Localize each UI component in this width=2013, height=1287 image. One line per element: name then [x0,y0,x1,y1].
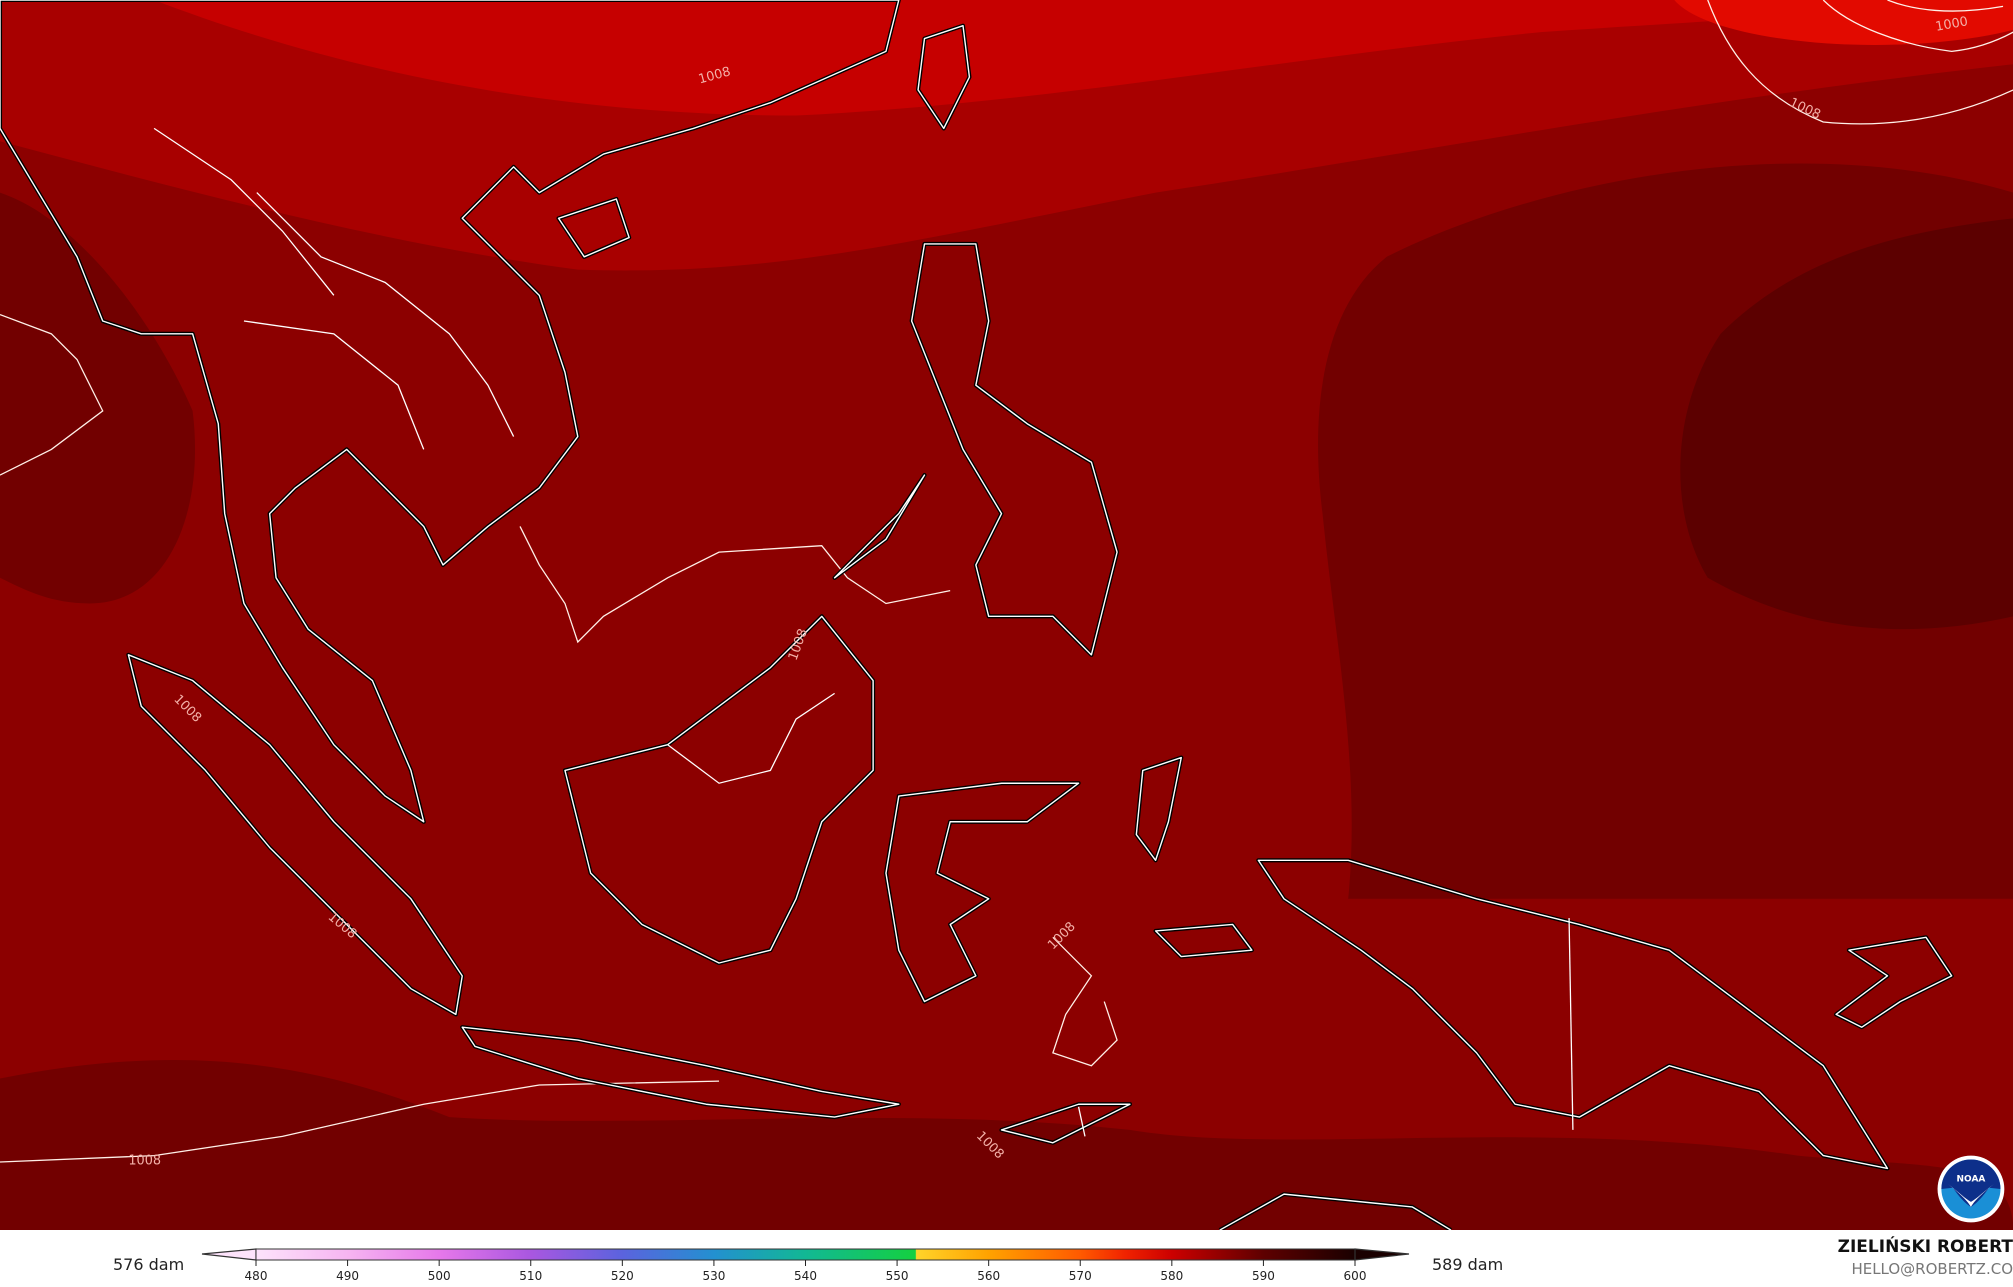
colorbar-tick-label: 600 [1344,1269,1367,1283]
land-philippines [910,243,1118,656]
land-seram [1154,923,1253,958]
land-palawan [833,474,926,579]
land-mainland-asia [0,0,900,823]
land-new-guinea [1257,859,1889,1170]
field-dark-south [0,1060,2013,1230]
colorbar-tick-label: 510 [519,1269,542,1283]
land-timor [1000,1103,1131,1144]
colorbar-tick-label: 540 [794,1269,817,1283]
colorbar-low-arrow [201,1248,257,1261]
field-darkest-east [1680,218,2013,630]
field-brightest-core [1674,0,2013,45]
land-new-britain [1835,936,1953,1028]
border-timor [1077,1106,1086,1137]
colorbar-tick-label: 590 [1252,1269,1275,1283]
field-dark-west [0,192,196,604]
land-borneo [564,615,874,964]
colorbar-high-arrow [1354,1248,1410,1261]
land-hainan [557,198,630,258]
isobar-inner-northeast [1887,0,2004,12]
isobar-contours [0,0,2013,1163]
colorbar-tick-label: 560 [977,1269,1000,1283]
isobar-1008-westcoast [0,313,104,476]
isobar-1008-banda [1052,936,1118,1067]
land-australia-north [1219,1193,1452,1230]
colorbar: 480 490 500 510 520 530 540 550 560 570 580 590 600 [201,1248,1410,1283]
border-new-guinea [1568,918,1574,1130]
colorbar-tick-label: 530 [702,1269,725,1283]
legend-bar: 576 dam 480 490 500 510 520 530 540 550 560 570 58… [0,1230,2013,1287]
noaa-logo-icon: NOAA [1937,1155,2005,1223]
field-bright-band [154,0,2013,116]
colorbar-tick-label: 490 [336,1269,359,1283]
isobar-label: 1008 [128,1154,161,1169]
land-sumatra [127,654,463,1016]
border-indochina [153,127,515,450]
right-unit-label: 589 dam [1432,1255,1504,1274]
isobar-1008-south [0,1080,720,1163]
isobar-label: 1000 [1934,14,1969,34]
isobar-1008-northeast [1707,0,2013,125]
political-borders [153,127,1574,1137]
author-email[interactable]: HELLO@ROBERTZ.CO [1851,1260,2013,1278]
colorbar-tick-label: 570 [1069,1269,1092,1283]
land-taiwan [917,24,971,130]
land-sulawesi [885,782,1080,1003]
colorbar-tick-label: 500 [428,1269,451,1283]
isobar-1008-southchina [519,526,951,644]
colorbar-ticks: 480 490 500 510 520 530 540 550 560 570 580 590 600 [245,1260,1367,1283]
coastline-borders [0,0,1953,1230]
isobar-1000-northeast [1822,0,2013,53]
land-halmahera [1135,756,1182,861]
colorbar-tick-label: 550 [886,1269,909,1283]
left-unit-label: 576 dam [113,1255,185,1274]
colorbar-tick-label: 520 [611,1269,634,1283]
border-borneo [667,692,835,784]
weather-map: 1000 1008 1008 1008 1008 1008 1008 1008 … [0,0,2013,1230]
colorbar-tick-label: 480 [245,1269,268,1283]
colorbar-tick-label: 580 [1160,1269,1183,1283]
land-java [461,1026,900,1118]
colorbar-gradient [255,1248,1356,1261]
noaa-logo-text: NOAA [1957,1174,1986,1184]
author-name: ZIELIŃSKI ROBERT [1837,1237,2013,1257]
